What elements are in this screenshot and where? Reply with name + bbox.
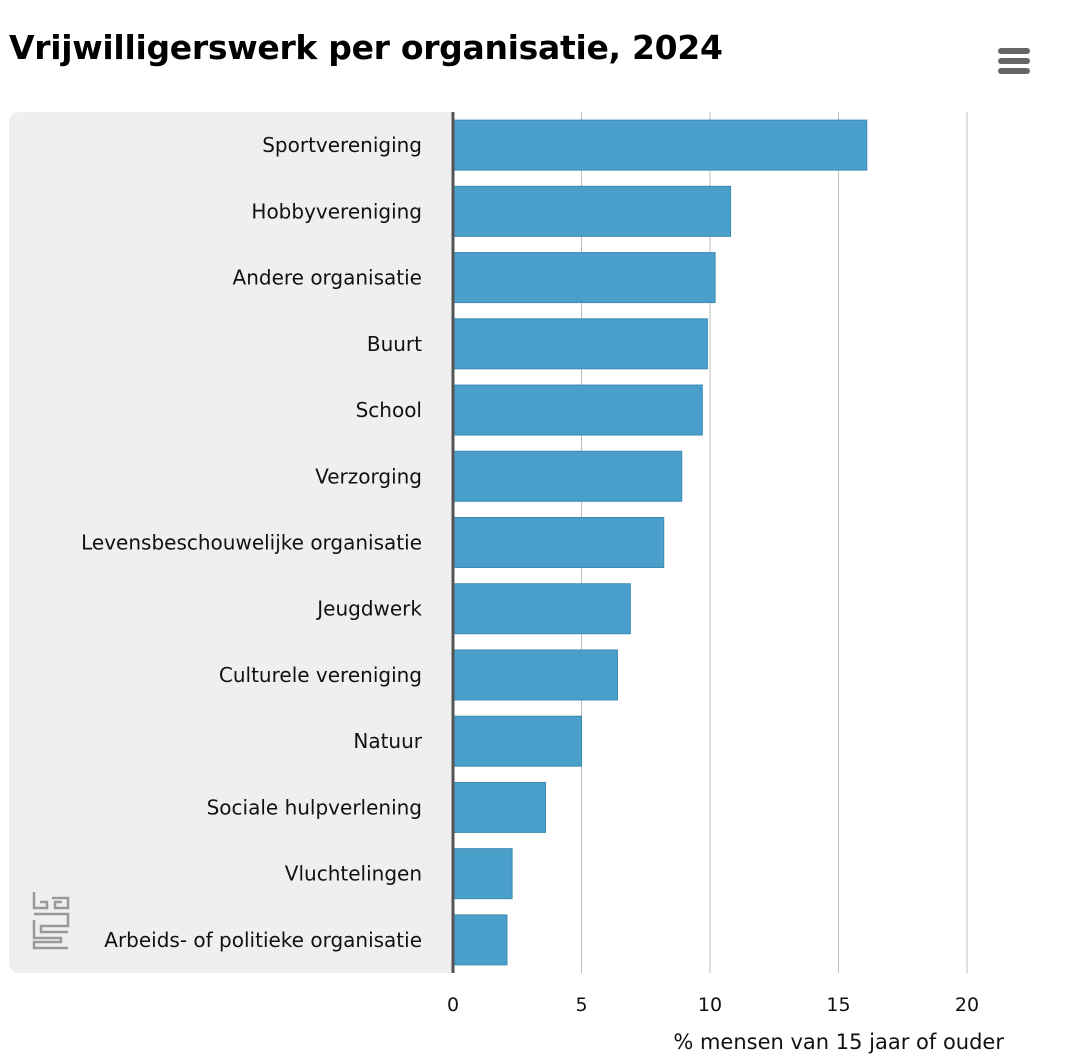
category-label: Sportvereniging <box>262 133 422 157</box>
category-label: Culturele vereniging <box>219 663 422 687</box>
grid-lines <box>581 112 968 973</box>
x-tick-labels: 0 5 10 15 20 <box>447 994 979 1016</box>
hamburger-menu-icon[interactable] <box>992 44 1036 78</box>
category-label: Verzorging <box>315 464 422 488</box>
x-tick-label: 15 <box>826 994 850 1016</box>
category-label: Buurt <box>367 332 422 356</box>
bar-5[interactable] <box>452 450 683 502</box>
category-label: Andere organisatie <box>233 266 422 290</box>
category-label: Jeugdwerk <box>315 597 422 621</box>
bar-8[interactable] <box>452 649 618 701</box>
cbs-logo-icon <box>31 890 71 950</box>
category-label-panel <box>9 112 453 973</box>
category-labels: Sportvereniging Hobbyvereniging Andere org… <box>81 133 423 952</box>
bar-11[interactable] <box>452 848 513 900</box>
category-label: Levensbeschouwelijke organisatie <box>81 531 422 555</box>
x-axis-title: % mensen van 15 jaar of ouder <box>673 1030 1004 1054</box>
bar-12[interactable] <box>452 914 508 966</box>
category-label: Hobbyvereniging <box>251 199 422 223</box>
category-label: Natuur <box>353 729 422 753</box>
x-tick-label: 20 <box>955 994 979 1016</box>
category-label: Arbeids- of politieke organisatie <box>104 928 422 952</box>
bar-2[interactable] <box>452 252 716 304</box>
x-tick-label: 10 <box>698 994 722 1016</box>
x-tick-label: 5 <box>575 994 587 1016</box>
bar-4[interactable] <box>452 384 703 436</box>
chart-title: Vrijwilligerswerk per organisatie, 2024 <box>9 28 723 67</box>
bar-0[interactable] <box>452 119 868 171</box>
bar-7[interactable] <box>452 583 631 635</box>
category-label: Sociale hulpverlening <box>207 795 422 819</box>
bar-6[interactable] <box>452 517 665 568</box>
category-label: School <box>356 398 422 422</box>
category-label: Vluchtelingen <box>285 862 422 886</box>
bar-1[interactable] <box>452 185 732 237</box>
bar-10[interactable] <box>452 781 547 833</box>
bar-3[interactable] <box>452 318 708 370</box>
bar-9[interactable] <box>452 715 582 767</box>
bars <box>452 119 868 966</box>
x-tick-label: 0 <box>447 994 459 1016</box>
